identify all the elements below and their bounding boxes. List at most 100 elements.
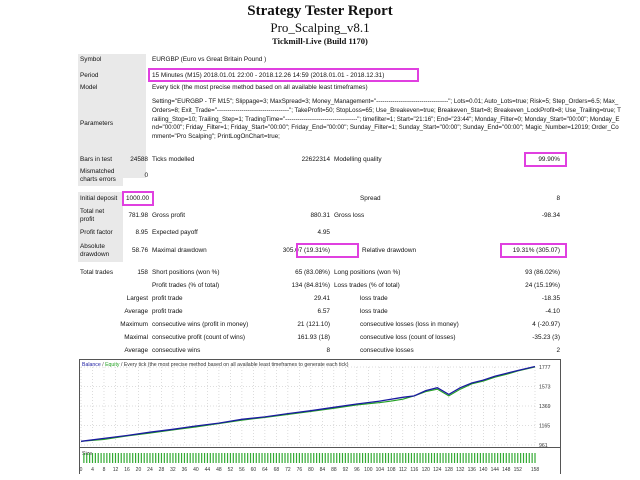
max-cons-losses-value: 4 (-20.97): [532, 321, 560, 328]
model-label: Model: [80, 84, 98, 91]
x-tick-label: 140: [479, 467, 488, 473]
size-bar: [226, 453, 229, 463]
size-bar: [261, 453, 263, 463]
x-tick-label: 104: [376, 467, 385, 473]
period-highlight: [148, 68, 419, 82]
size-bar: [198, 453, 200, 463]
size-bar: [169, 453, 171, 463]
net-profit-value: 781.98: [128, 212, 148, 219]
size-bar: [520, 453, 522, 463]
x-tick-label: 68: [274, 467, 280, 473]
avg-profit-label: profit trade: [152, 308, 183, 315]
size-bar: [350, 453, 352, 463]
size-bar: [356, 453, 358, 463]
average-label: Average: [124, 308, 148, 315]
size-bar: [367, 453, 369, 463]
size-bar: [436, 453, 438, 463]
gross-profit-label: Gross profit: [152, 212, 186, 219]
size-bar: [201, 453, 203, 463]
gross-loss-value: -98.34: [541, 212, 560, 219]
size-bar: [91, 453, 94, 463]
size-bar: [407, 453, 410, 463]
size-bar: [106, 453, 108, 463]
size-bar: [505, 453, 507, 463]
size-bar: [137, 453, 140, 463]
quality-label: Modelling quality: [334, 156, 382, 163]
report-title: Strategy Tester Report: [247, 3, 393, 19]
net-profit-label-2: profit: [80, 216, 95, 223]
size-bar: [275, 453, 277, 463]
size-bar: [255, 453, 257, 463]
expected-payoff-value: 4.95: [317, 229, 330, 236]
size-bar: [491, 453, 493, 463]
x-tick-label: 56: [239, 467, 245, 473]
avg-profit-value: 6.57: [317, 308, 330, 315]
x-tick-label: 148: [502, 467, 511, 473]
total-trades-value: 158: [137, 269, 148, 276]
x-tick-label: 80: [308, 467, 314, 473]
x-tick-label: 28: [159, 467, 165, 473]
size-bar: [474, 453, 476, 463]
size-bar: [384, 453, 387, 463]
size-bar: [218, 453, 220, 463]
size-bar: [157, 453, 160, 463]
avg-loss-label: loss trade: [360, 308, 388, 315]
x-tick-label: 8: [103, 467, 106, 473]
largest-profit-label: profit trade: [152, 295, 183, 302]
x-tick-label: 64: [262, 467, 268, 473]
size-bar: [482, 453, 484, 463]
x-tick-label: 96: [354, 467, 360, 473]
size-bar: [531, 453, 533, 463]
x-tick-label: 132: [456, 467, 465, 473]
size-bar: [445, 453, 447, 463]
spread-label: Spread: [360, 195, 381, 202]
y-tick-label: 961: [539, 443, 548, 449]
size-bar: [387, 453, 390, 463]
size-bar: [89, 453, 91, 463]
size-bar: [86, 453, 88, 463]
largest-label: Largest: [126, 295, 148, 302]
chart-svg: Balance / Equity / Every tick (the most …: [79, 359, 561, 474]
legend-note: / Every tick (the most precise method ba…: [120, 362, 349, 368]
avg-cons-losses-value: 2: [556, 347, 560, 354]
size-bar: [152, 453, 154, 463]
size-bar: [83, 453, 85, 463]
size-bar: [172, 453, 174, 463]
size-bar: [117, 453, 119, 463]
size-bar: [402, 453, 404, 463]
x-tick-label: 12: [113, 467, 119, 473]
x-tick-label: 112: [399, 467, 407, 473]
x-tick-label: 100: [364, 467, 373, 473]
size-bar: [370, 453, 372, 463]
x-tick-label: 4: [91, 467, 94, 473]
size-bar: [456, 453, 459, 463]
size-bar: [100, 453, 102, 463]
avg-loss-value: -4.10: [545, 308, 560, 315]
max-cons-wins-value: 21 (121.10): [297, 321, 330, 328]
ticks-label: Ticks modelled: [152, 156, 195, 163]
initial-deposit-value: 1000.00: [126, 195, 150, 202]
y-tick-label: 1777: [539, 365, 551, 371]
y-tick-label: 1573: [539, 385, 551, 391]
size-bar: [114, 453, 117, 463]
size-bar: [134, 453, 137, 463]
size-bar: [160, 453, 163, 463]
profit-trades-value: 134 (84.81%): [291, 282, 330, 289]
size-bar: [264, 453, 266, 463]
rel-drawdown-label: Relative drawdown: [362, 247, 416, 254]
size-bar: [103, 453, 105, 463]
size-bar: [488, 453, 490, 463]
y-tick-label: 1369: [539, 404, 551, 410]
short-positions-value: 65 (83.08%): [295, 269, 330, 276]
size-bars: [83, 453, 536, 463]
size-bar: [241, 453, 243, 463]
x-tick-label: 32: [170, 467, 176, 473]
size-bar: [290, 453, 292, 463]
size-bar: [123, 453, 125, 463]
profit-factor-label: Profit factor: [80, 229, 113, 236]
profit-trades-label: Profit trades (% of total): [152, 282, 220, 289]
size-bar: [281, 453, 283, 463]
net-profit-label-1: Total net: [80, 208, 105, 215]
size-bar: [511, 453, 513, 463]
size-bar: [258, 453, 260, 463]
